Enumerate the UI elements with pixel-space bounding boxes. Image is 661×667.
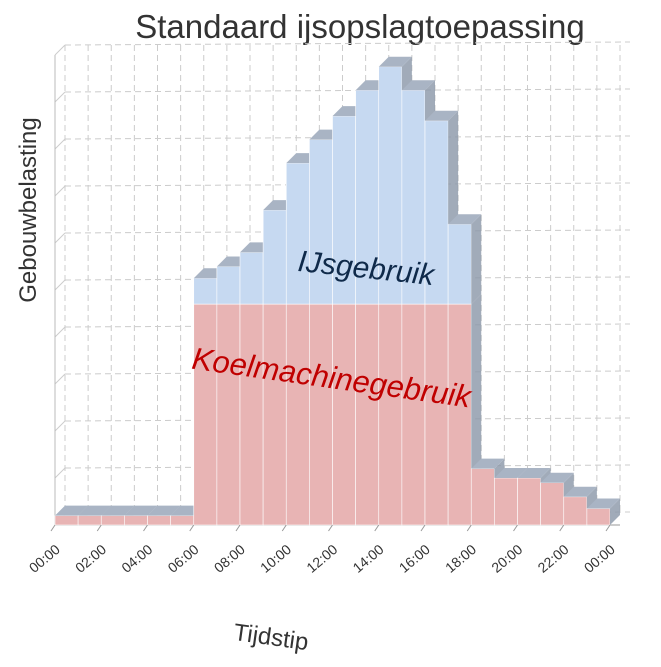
x-tick xyxy=(374,524,380,532)
bar-segment xyxy=(193,303,218,526)
x-tick-label: 02:00 xyxy=(72,541,109,576)
grid-line xyxy=(54,420,66,432)
bar-segment xyxy=(447,223,472,305)
bar-top xyxy=(540,472,574,483)
bar-segment xyxy=(100,515,125,526)
bar-segment xyxy=(216,303,241,526)
grid-line xyxy=(54,44,66,56)
bar-segment xyxy=(170,515,195,526)
x-tick xyxy=(235,524,241,532)
grid-line xyxy=(64,88,631,93)
bar-top xyxy=(401,80,435,91)
bar-segment xyxy=(517,477,541,526)
bar-segment xyxy=(216,266,241,305)
bar-segment xyxy=(239,303,264,526)
bar-segment xyxy=(239,252,264,305)
bar-segment xyxy=(77,515,102,526)
bar-segment xyxy=(285,303,310,526)
x-tick-label: 12:00 xyxy=(303,541,340,576)
chart-title: Standaard ijsopslagtoepassing xyxy=(135,8,584,45)
x-tick xyxy=(513,524,518,532)
bar-segment xyxy=(285,162,310,305)
bar-top xyxy=(494,468,528,478)
grid-line xyxy=(54,91,66,103)
x-tick-label: 10:00 xyxy=(257,541,294,576)
grid-line xyxy=(54,185,66,197)
x-tick xyxy=(559,524,565,532)
x-tick xyxy=(50,524,56,532)
bar-top xyxy=(55,505,89,516)
bar-top xyxy=(378,56,412,67)
bar-segment xyxy=(262,303,287,526)
bar-segment xyxy=(262,209,287,305)
bar-side xyxy=(471,214,482,305)
grid-line xyxy=(54,279,66,291)
x-tick-label: 08:00 xyxy=(211,541,248,576)
bar-segment xyxy=(424,303,449,526)
bar-top xyxy=(124,505,158,516)
bar-segment xyxy=(355,303,380,526)
grid-line xyxy=(54,467,66,479)
bar-segment xyxy=(447,303,472,526)
bar-segment xyxy=(54,515,79,526)
x-tick-label: 00:00 xyxy=(26,541,63,576)
x-tick-label: 06:00 xyxy=(165,541,202,576)
bar-top xyxy=(448,214,482,225)
bar-segment xyxy=(401,303,426,526)
grid-line xyxy=(54,138,66,150)
bar-segment xyxy=(378,303,403,526)
bar-top xyxy=(563,486,597,497)
x-tick xyxy=(605,524,611,532)
bar-side xyxy=(610,498,620,525)
bar-top xyxy=(101,505,135,516)
bar-segment xyxy=(470,468,495,526)
x-tick-label: 04:00 xyxy=(118,541,155,576)
bar-segment xyxy=(494,477,518,526)
x-tick-label: 18:00 xyxy=(442,541,479,576)
bar-segment xyxy=(586,508,611,526)
bar-segment xyxy=(124,515,148,526)
bar-segment xyxy=(309,303,333,526)
x-tick-label: 16:00 xyxy=(396,541,433,576)
x-tick xyxy=(96,524,102,532)
x-tick-label: 00:00 xyxy=(581,541,618,576)
bar-top xyxy=(425,110,459,121)
x-tick-label: 14:00 xyxy=(350,541,387,576)
x-axis-label: Tijdstip xyxy=(232,619,310,656)
grid-line xyxy=(54,373,66,385)
bar-top xyxy=(517,468,551,478)
bar-segment xyxy=(332,303,356,526)
bar-segment xyxy=(540,482,565,526)
bar-top xyxy=(78,505,112,516)
bar-segment xyxy=(147,515,171,526)
grid-line xyxy=(64,41,631,46)
x-tick xyxy=(281,524,287,532)
x-tick xyxy=(189,524,195,532)
x-tick xyxy=(420,524,426,532)
grid-line xyxy=(54,232,66,244)
bar-top xyxy=(147,505,181,516)
grid-line xyxy=(54,326,66,338)
bar-top xyxy=(471,458,505,469)
y-axis-label: Gebouwbelasting xyxy=(15,117,42,302)
x-tick xyxy=(143,524,148,532)
bar-segment xyxy=(563,496,588,526)
x-tick xyxy=(466,524,472,532)
bar-top xyxy=(586,498,620,509)
x-tick-label: 20:00 xyxy=(488,541,525,576)
x-tick xyxy=(328,524,333,532)
x-tick-label: 22:00 xyxy=(535,541,572,576)
bar-segment xyxy=(193,277,218,305)
